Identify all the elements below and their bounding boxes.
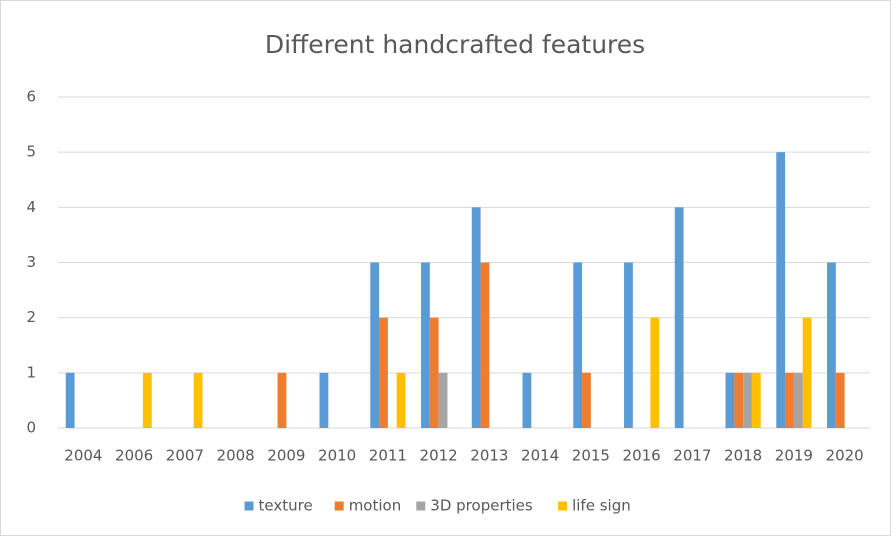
legend-label: life sign <box>572 497 631 515</box>
y-tick-label: 1 <box>26 363 36 381</box>
x-tick-label: 2020 <box>826 447 864 465</box>
y-tick-label: 3 <box>26 253 36 271</box>
x-tick-label: 2009 <box>267 447 305 465</box>
x-tick-label: 2018 <box>724 447 762 465</box>
bar <box>793 372 803 428</box>
bar <box>573 262 583 428</box>
x-tick-label: 2008 <box>217 447 255 465</box>
bar <box>480 262 490 428</box>
bar <box>65 372 75 428</box>
bar <box>396 372 406 428</box>
bar <box>429 317 439 428</box>
y-tick-label: 5 <box>26 143 36 161</box>
x-tick-label: 2010 <box>318 447 356 465</box>
x-tick-label: 2012 <box>420 447 458 465</box>
bar <box>421 262 430 428</box>
x-tick-label: 2016 <box>623 447 661 465</box>
x-tick-label: 2007 <box>166 447 204 465</box>
legend-label: motion <box>349 497 402 515</box>
y-tick-label: 4 <box>26 198 36 216</box>
y-tick-label: 6 <box>26 88 36 106</box>
bar <box>624 262 633 428</box>
bar <box>438 372 448 428</box>
bar <box>785 372 794 428</box>
bar <box>471 207 481 428</box>
bar <box>743 372 752 428</box>
x-tick-label: 2006 <box>115 447 153 465</box>
legend-swatch <box>244 501 254 511</box>
bar <box>827 262 836 428</box>
x-tick-label: 2004 <box>64 447 102 465</box>
x-tick-label: 2011 <box>369 447 407 465</box>
bar <box>835 372 845 428</box>
bar <box>319 372 329 428</box>
bar <box>379 317 388 428</box>
bar <box>725 372 735 428</box>
bar <box>582 372 591 428</box>
bar <box>751 372 761 428</box>
x-tick-label: 2019 <box>775 447 813 465</box>
y-tick-label: 0 <box>26 419 36 437</box>
bar <box>142 372 152 428</box>
bar <box>650 317 660 428</box>
x-tick-label: 2013 <box>470 447 508 465</box>
legend-swatch <box>558 501 568 511</box>
bar <box>277 372 287 428</box>
bar <box>734 372 744 428</box>
y-tick-label: 2 <box>26 308 36 326</box>
legend-swatch <box>334 501 344 511</box>
bar <box>674 207 684 428</box>
legend-label: 3D properties <box>430 497 533 515</box>
x-tick-label: 2014 <box>521 447 559 465</box>
chart-title: Different handcrafted features <box>265 30 645 59</box>
x-tick-label: 2015 <box>572 447 610 465</box>
bar <box>802 317 812 428</box>
bar <box>776 152 786 428</box>
legend-swatch <box>416 501 426 511</box>
bar <box>193 372 203 428</box>
x-tick-label: 2017 <box>673 447 711 465</box>
bar <box>522 372 532 428</box>
bar <box>370 262 380 428</box>
legend-label: texture <box>259 497 313 515</box>
